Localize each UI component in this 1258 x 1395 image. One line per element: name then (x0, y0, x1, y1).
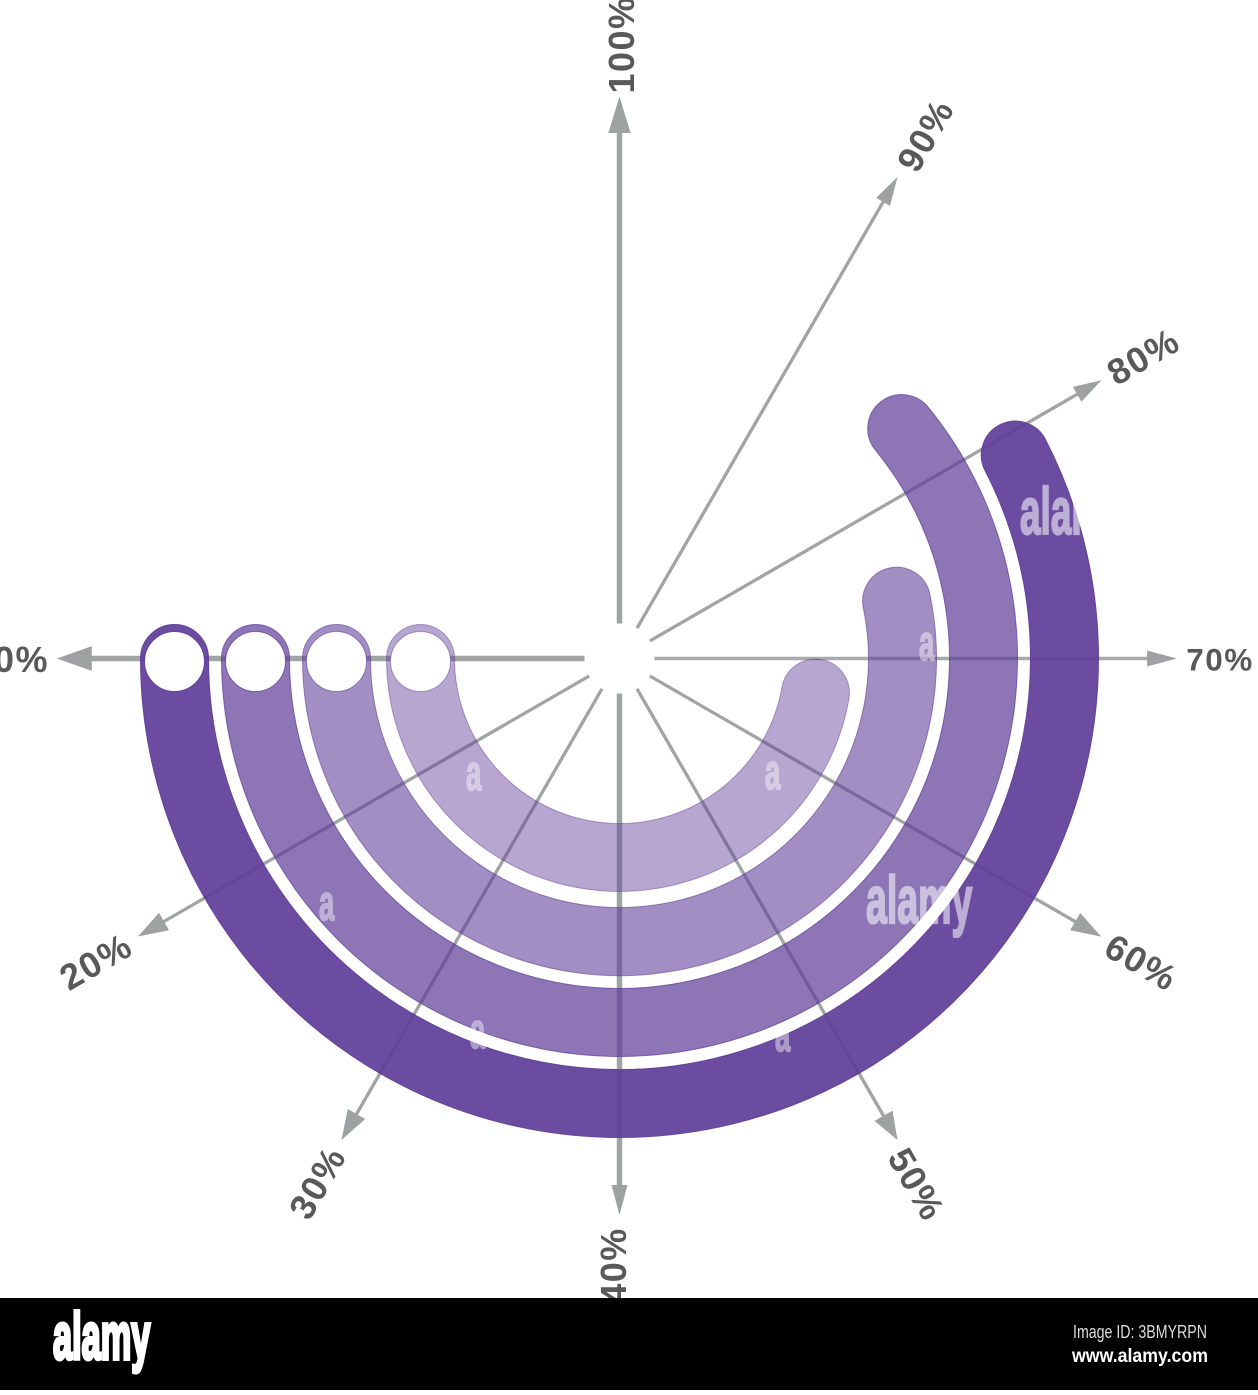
svg-text:a: a (919, 614, 935, 671)
svg-text:alamy: alamy (866, 863, 972, 938)
svg-text:alamy: alamy (53, 1300, 150, 1374)
svg-text:100%: 100% (601, 0, 642, 94)
svg-text:40%: 40% (593, 1227, 634, 1304)
svg-text:70%: 70% (1186, 642, 1254, 678)
svg-text:a: a (775, 1005, 791, 1062)
svg-text:a: a (470, 1002, 486, 1059)
svg-text:a: a (466, 744, 482, 801)
svg-text:a: a (765, 743, 781, 800)
svg-text:alam: alam (1020, 476, 1104, 549)
svg-text:Image ID: 3BMYRPN: Image ID: 3BMYRPN (1073, 1322, 1207, 1342)
svg-text:a: a (319, 874, 335, 931)
svg-text:www.alamy.com: www.alamy.com (1071, 1345, 1208, 1367)
svg-text:10%: 10% (0, 639, 49, 680)
